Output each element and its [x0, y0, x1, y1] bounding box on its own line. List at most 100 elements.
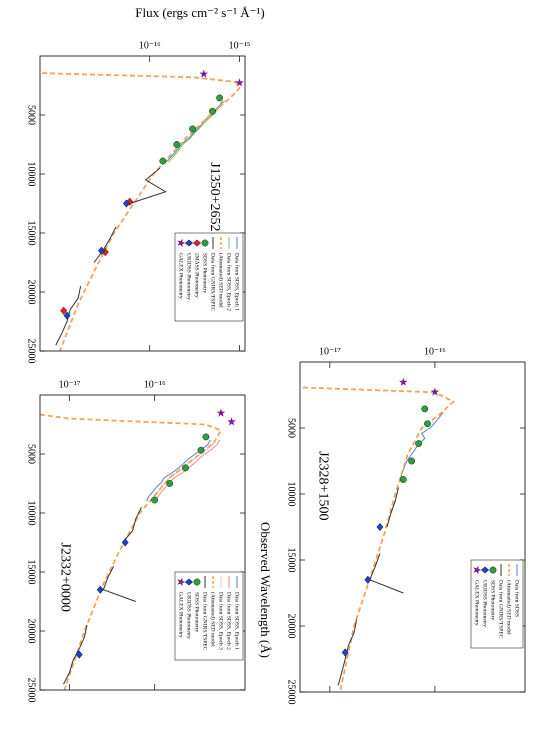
plot-area: [40, 69, 244, 351]
spectrum-line: [386, 487, 399, 528]
x-tick-label: 15000: [286, 548, 297, 573]
marker: [121, 538, 129, 547]
legend-label: UKIDSS Photometry: [482, 580, 488, 627]
x-tick-label: 25000: [286, 680, 297, 705]
legend-label: GALEX Photometry: [474, 580, 480, 626]
marker: [421, 405, 429, 413]
marker: [96, 585, 104, 594]
marker: [97, 246, 105, 255]
marker: [189, 125, 196, 133]
plot-area: [300, 377, 455, 692]
x-tick-label: 10000: [26, 162, 37, 187]
marker: [235, 78, 244, 87]
y-tick-label: 10⁻¹⁷: [319, 346, 341, 357]
legend-label: Data from SDSS, Epoch 2: [226, 253, 233, 311]
legend-label: Data from SDSS, Epoch 1: [234, 253, 241, 311]
legend: Data from SDSS(Attenuated) SED modelData…: [470, 559, 524, 649]
spectrum-line: [102, 565, 136, 602]
marker: [489, 566, 497, 574]
marker: [193, 578, 201, 586]
marker: [473, 565, 482, 575]
panel-frame: [299, 361, 526, 693]
model-line: [40, 72, 241, 351]
model-line: [300, 386, 455, 692]
marker: [399, 377, 408, 386]
legend-label: UKIDSS Photometry: [186, 592, 192, 639]
marker: [173, 141, 181, 148]
x-tick-label: 5000: [26, 444, 37, 464]
x-tick-label: 10000: [26, 501, 37, 526]
panel-title: J2332+0000: [57, 543, 72, 612]
x-tick-label: 15000: [26, 560, 37, 585]
legend-label: SDSS Photometry: [490, 580, 496, 620]
marker: [75, 650, 83, 659]
legend-label: UKIDSS Photometry: [186, 253, 192, 300]
marker: [216, 94, 224, 102]
y-tick-label: 10⁻¹⁶: [144, 379, 166, 390]
marker: [227, 417, 236, 426]
x-tick-label: 10000: [286, 482, 297, 507]
spectrum-line: [129, 167, 167, 204]
legend-label: GALEX Photometry: [178, 253, 184, 299]
marker: [216, 408, 226, 417]
x-tick-label: 25000: [26, 678, 37, 703]
marker: [192, 239, 202, 247]
marker: [209, 107, 216, 115]
legend-box: [174, 232, 244, 322]
legend-label: (Attenuated) SED model: [218, 253, 225, 308]
panel-frame: [39, 394, 246, 691]
legend-label: Data from SDSS: [514, 580, 521, 617]
y-tick-label: 10⁻¹⁵: [229, 40, 251, 51]
marker: [177, 577, 186, 587]
marker: [430, 387, 440, 396]
marker: [63, 311, 71, 320]
panel-title: J1350+2652: [207, 162, 222, 231]
legend-label: Data from GNIRS/TSPEC: [498, 580, 505, 639]
marker: [399, 476, 407, 483]
y-axis-title: Flux (ergs cm⁻² s⁻¹ Å⁻¹): [135, 5, 265, 20]
y-tick-label: 10⁻¹⁶: [139, 40, 161, 51]
marker: [177, 238, 186, 248]
panel-title: J2328+1500: [315, 451, 330, 520]
x-tick-label: 5000: [286, 418, 297, 438]
legend-label: GALEX Photometry: [178, 592, 184, 638]
legend-box: [470, 559, 524, 649]
marker: [151, 496, 159, 504]
x-tick-label: 5000: [26, 105, 37, 125]
marker: [199, 69, 209, 78]
legend-label: SDSS Photometry: [202, 253, 208, 293]
legend-label: (Attenuated) SED model: [506, 580, 513, 635]
legend-label: Data from GNIRS/TSPEC: [210, 253, 217, 312]
legend-box: [174, 571, 244, 661]
marker: [341, 648, 349, 657]
marker: [376, 522, 384, 532]
marker: [166, 480, 174, 487]
x-tick-label: 20000: [286, 614, 297, 639]
marker: [60, 306, 68, 315]
marker: [182, 464, 189, 472]
legend-label: SDSS Photometry: [194, 592, 200, 632]
spectrum-line: [167, 100, 225, 163]
legend-label: Data from SDSS, Epoch 2: [226, 592, 233, 650]
marker: [197, 446, 205, 454]
plot-area: [40, 408, 236, 690]
spectrum-line: [93, 226, 117, 263]
marker: [408, 457, 416, 465]
marker: [122, 199, 130, 208]
spectrum-line: [399, 411, 444, 481]
legend-label: 2MASS Photometry: [194, 253, 200, 298]
marker: [415, 440, 423, 447]
legend-label: Data from SDSS, Epoch 1: [234, 592, 241, 650]
marker: [159, 157, 167, 165]
y-tick-label: 10⁻¹⁷: [59, 379, 81, 390]
panel-frame: [39, 55, 246, 352]
y-tick-label: 10⁻¹⁶: [424, 346, 446, 357]
marker: [364, 575, 372, 584]
marker: [202, 433, 210, 441]
x-tick-label: 20000: [26, 619, 37, 644]
legend-label: Data from SDSS, Epoch 3: [218, 592, 225, 650]
x-axis-title: Observed Wavelength (Å): [258, 522, 273, 658]
